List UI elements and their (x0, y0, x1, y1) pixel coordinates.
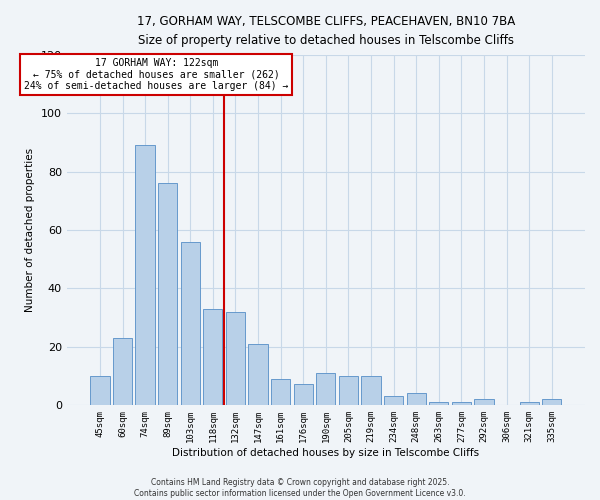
Bar (407, 393, 426, 405)
Bar (248, 344, 268, 405)
Bar (271, 378, 290, 405)
Y-axis label: Number of detached properties: Number of detached properties (25, 148, 35, 312)
Bar (361, 376, 380, 405)
Bar (158, 184, 178, 405)
Bar (452, 402, 471, 405)
Bar (293, 384, 313, 405)
Title: 17, GORHAM WAY, TELSCOMBE CLIFFS, PEACEHAVEN, BN10 7BA
Size of property relative: 17, GORHAM WAY, TELSCOMBE CLIFFS, PEACEH… (137, 15, 515, 47)
Bar (384, 396, 403, 405)
Bar (91, 376, 110, 405)
Bar (542, 399, 562, 405)
Bar (316, 373, 335, 405)
Bar (520, 402, 539, 405)
Bar (113, 338, 132, 405)
Bar (203, 308, 223, 405)
Text: 17 GORHAM WAY: 122sqm
← 75% of detached houses are smaller (262)
24% of semi-det: 17 GORHAM WAY: 122sqm ← 75% of detached … (24, 58, 289, 91)
X-axis label: Distribution of detached houses by size in Telscombe Cliffs: Distribution of detached houses by size … (172, 448, 479, 458)
Text: Contains HM Land Registry data © Crown copyright and database right 2025.
Contai: Contains HM Land Registry data © Crown c… (134, 478, 466, 498)
Bar (181, 242, 200, 405)
Bar (136, 146, 155, 405)
Bar (475, 399, 494, 405)
Bar (226, 312, 245, 405)
Bar (339, 376, 358, 405)
Bar (429, 402, 448, 405)
